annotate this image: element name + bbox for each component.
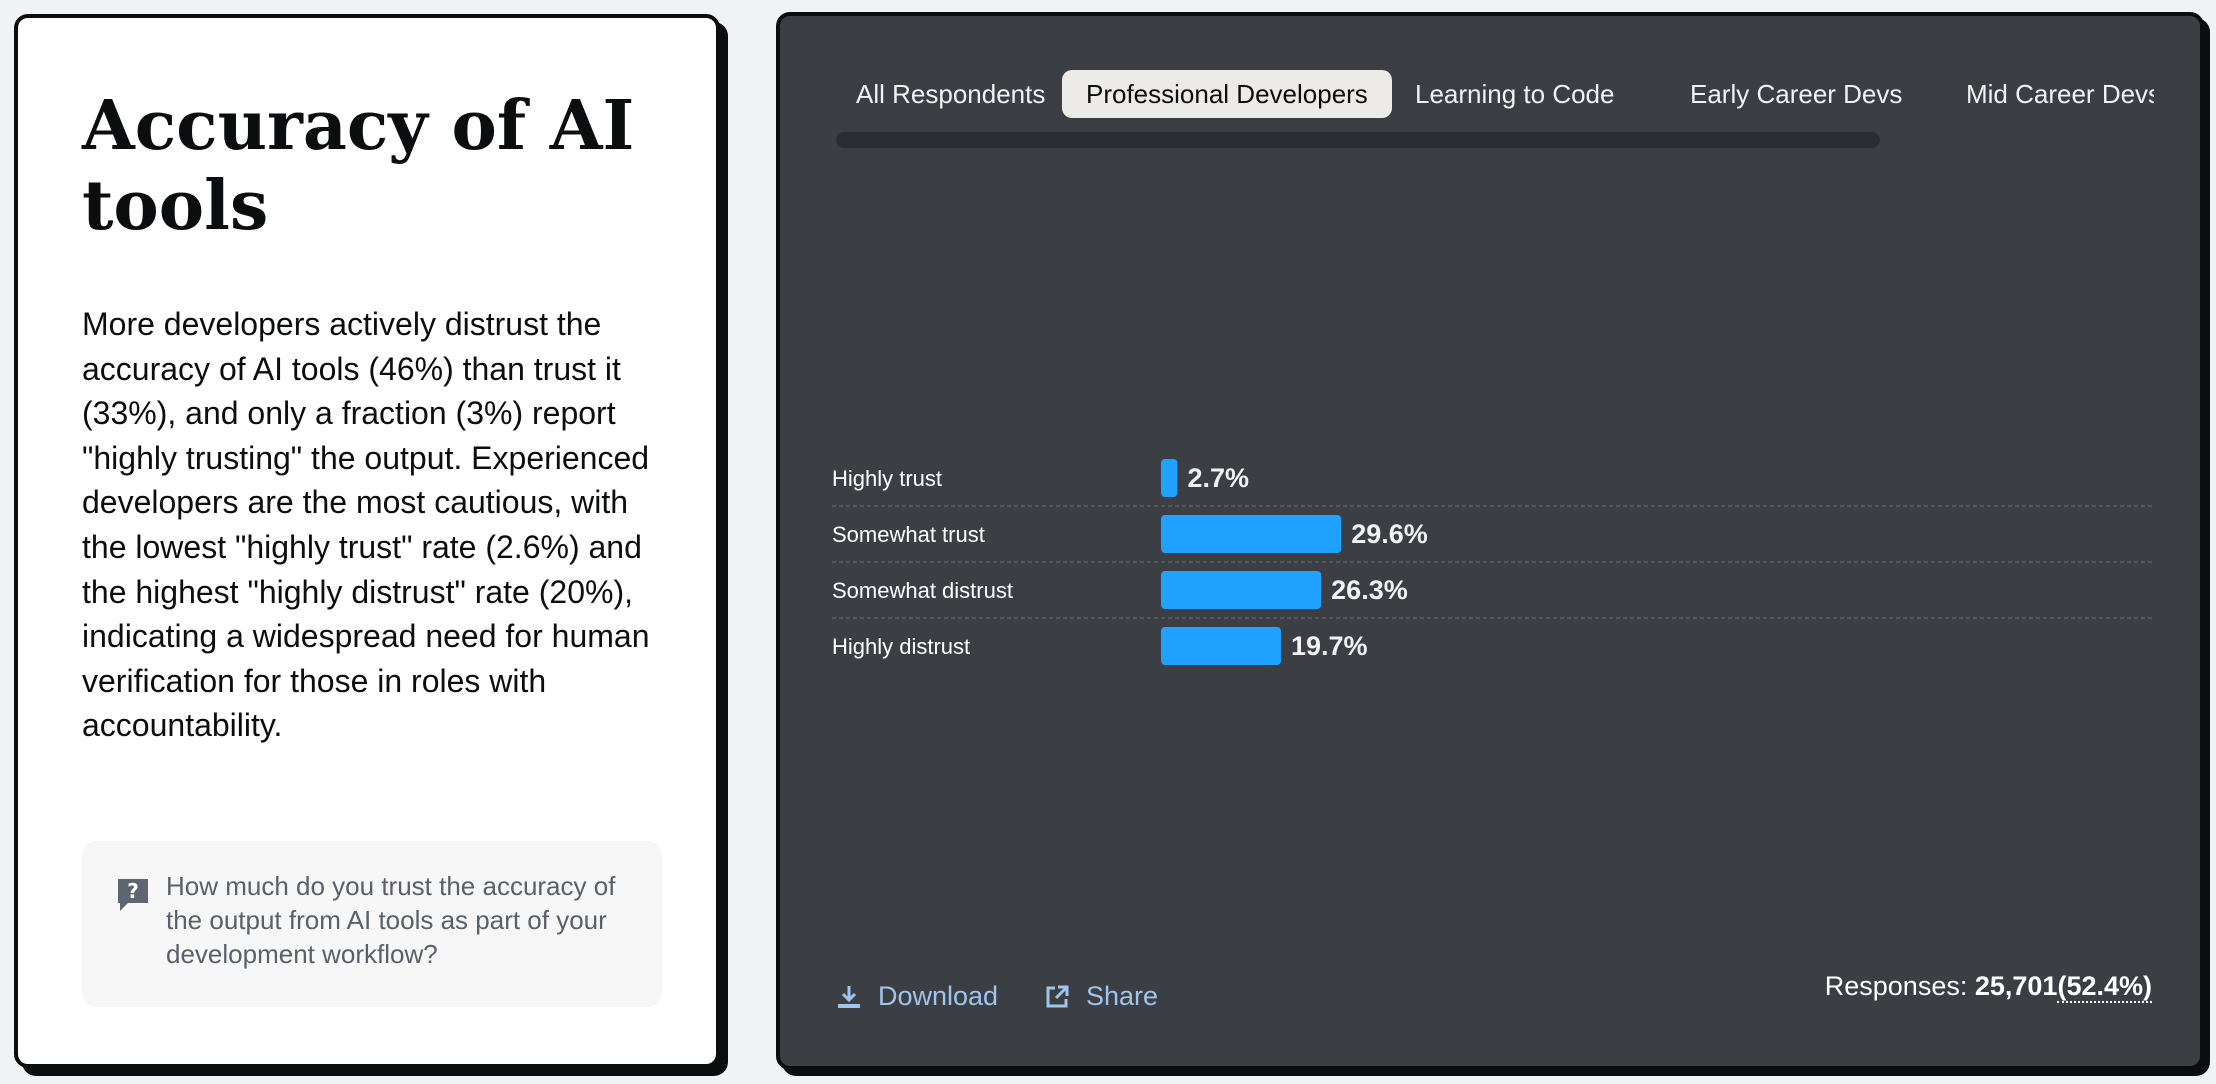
responses-percentage[interactable]: (52.4%): [2057, 971, 2152, 1003]
tab-early-career-devs[interactable]: Early Career Devs: [1690, 79, 1903, 109]
tab-learning-to-code[interactable]: Learning to Code: [1415, 79, 1615, 109]
tabs-scrollbar[interactable]: [836, 132, 1880, 148]
svg-text:?: ?: [127, 879, 139, 903]
category-label: Highly trust: [832, 466, 942, 491]
value-label: 2.7%: [1187, 463, 1249, 493]
category-label: Highly distrust: [832, 634, 970, 659]
value-label: 26.3%: [1331, 575, 1408, 605]
download-label: Download: [878, 981, 999, 1011]
audience-tabs: All Respondents Professional Developers …: [832, 70, 2154, 126]
category-label: Somewhat trust: [832, 522, 985, 547]
category-label: Somewhat distrust: [832, 578, 1013, 603]
trust-bar-chart: Highly trust 2.7% Somewhat trust 29.6% Somew…: [832, 459, 2154, 665]
bar[interactable]: [1161, 571, 1322, 609]
download-icon: [838, 986, 860, 1008]
tab-mid-career-devs[interactable]: Mid Career Devs: [1966, 79, 2154, 109]
share-label: Share: [1086, 981, 1159, 1011]
responses-label: Responses:: [1824, 971, 1968, 1001]
share-icon: [1046, 985, 1069, 1008]
value-label: 29.6%: [1351, 519, 1428, 549]
responses-summary: Responses: 25,701(52.4%): [1825, 966, 2152, 1006]
value-label: 19.7%: [1291, 631, 1368, 661]
tab-all-respondents[interactable]: All Respondents: [856, 79, 1046, 109]
summary-card: Accuracy of AI tools More developers act…: [14, 14, 720, 1068]
responses-count: 25,701: [1974, 971, 2058, 1001]
tab-professional-developers[interactable]: Professional Developers: [1062, 70, 1392, 118]
page-title: Accuracy of AI tools: [82, 86, 635, 246]
question-mark-icon: ?: [118, 879, 148, 911]
bar[interactable]: [1161, 627, 1281, 665]
bar[interactable]: [1161, 515, 1342, 553]
survey-question-box: ? How much do you trust the accuracy of …: [82, 841, 662, 1007]
chart-panel: All Respondents Professional Developers …: [776, 12, 2204, 1070]
survey-question-text: How much do you trust the accuracy of th…: [166, 871, 616, 969]
bar[interactable]: [1161, 459, 1178, 497]
summary-text: More developers actively distrust the ac…: [82, 306, 650, 744]
